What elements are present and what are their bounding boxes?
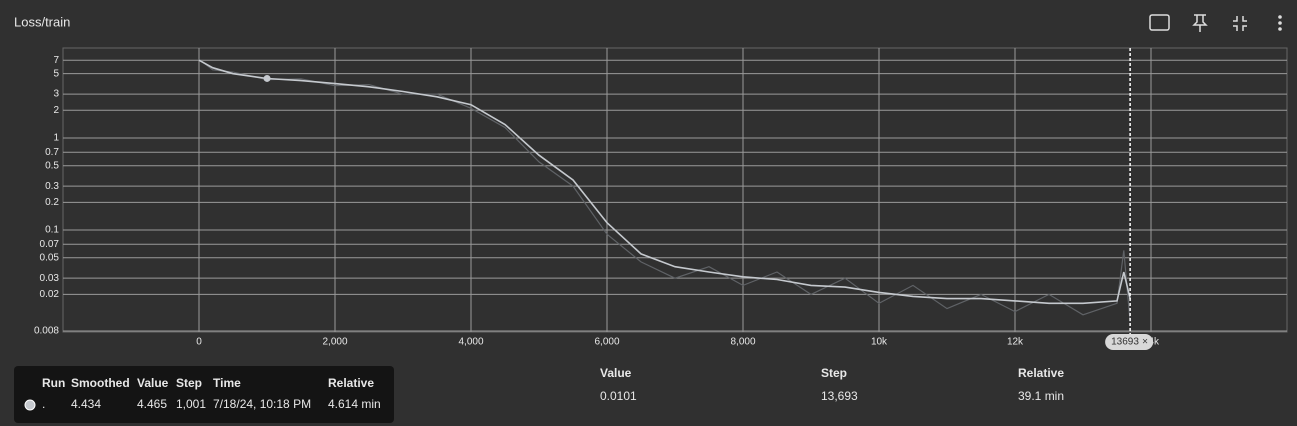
tooltip-cell: 4.614 min [328,397,381,411]
y-tick-label: 0.2 [45,197,59,208]
y-tick-label: 0.02 [40,289,60,300]
tooltip: Run Smoothed Value Step Time Relative . … [14,366,394,423]
table-header: Value [600,366,632,380]
x-tick-label: 10k [871,337,888,348]
fit-icon[interactable] [1149,14,1170,31]
run-swatch [24,399,36,411]
pin-icon[interactable] [1192,14,1208,32]
tooltip-header: Run [42,376,65,390]
tooltip-cell: 7/18/24, 10:18 PM [213,397,311,411]
tooltip-box [14,366,394,423]
y-tick-label: 0.07 [40,239,60,250]
table-header: Relative [1018,366,1064,380]
plot-frame [62,47,1288,333]
menu-icon[interactable] [1278,15,1282,31]
x-tick-label: 4,000 [458,337,483,348]
tooltip-header: Relative [328,376,374,390]
table-cell: 13,693 [821,389,858,403]
y-tick-label: 5 [53,68,59,79]
y-tick-label: 3 [53,89,59,100]
x-tick-label: 6,000 [594,337,619,348]
y-tick-label: 0.7 [45,147,59,158]
table-header: Step [821,366,847,380]
y-tick-label: 0.5 [45,160,59,171]
toolbar [1149,14,1282,32]
y-tick-label: 0.008 [34,326,59,337]
series-line [198,59,1131,305]
y-tick-label: 0.3 [45,181,59,192]
plot: 7 5 3 2 1 0.7 0.5 0.3 0.2 0.1 0.07 0.05 0.03 0.02 0.00… [34,48,1287,350]
y-tick-label: 1 [53,133,59,144]
hover-point [263,74,271,82]
y-tick-label: 7 [53,55,59,66]
tooltip-cell: 1,001 [176,397,206,411]
tooltip-cell: . [42,397,45,411]
tooltip-cell: 4.465 [137,397,167,411]
table-cell: 39.1 min [1018,389,1064,403]
x-tick-label: 12k [1007,337,1024,348]
x-tick-label: 0 [196,337,202,348]
cursor-label: 13693 [1111,337,1139,348]
cursor-chip [1105,334,1154,350]
y-tick-label: 0.1 [45,225,59,236]
collapse-icon[interactable] [1233,16,1247,31]
y-tick-label: 0.03 [40,273,60,284]
x-tick-label: 8,000 [730,337,755,348]
cursor-close: × [1142,337,1148,348]
tooltip-header: Time [213,376,241,390]
x-tick-label: 2,000 [322,337,347,348]
tooltip-header: Step [176,376,202,390]
card-title: Loss/train [14,14,70,29]
tooltip-header: Value [137,376,169,390]
y-tick-label: 2 [53,105,59,116]
tooltip-header: Smoothed [71,376,130,390]
table-cell: 0.0101 [600,389,637,403]
y-tick-label: 0.05 [40,252,60,263]
series-line [198,58,1131,322]
tooltip-cell: 4.434 [71,397,101,411]
